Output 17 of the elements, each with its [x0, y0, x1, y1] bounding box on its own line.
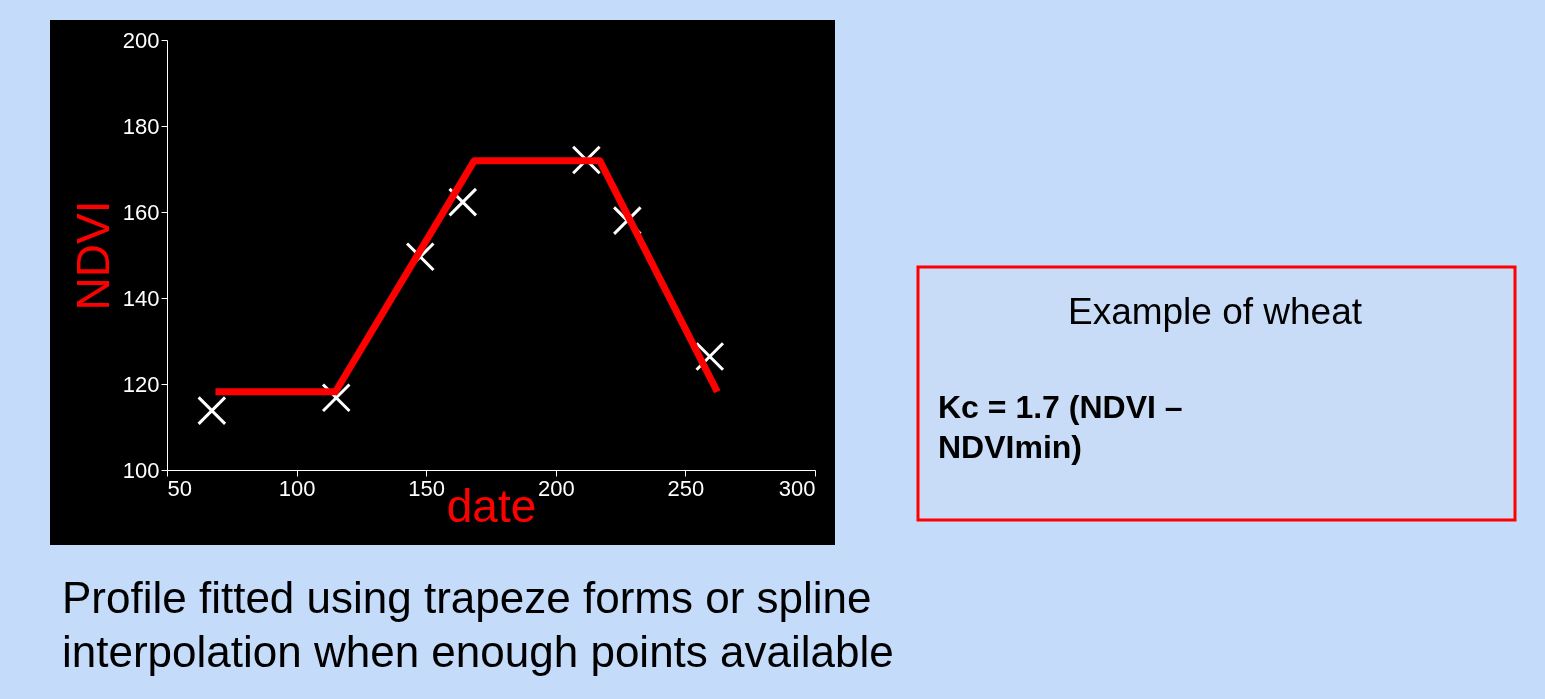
x-axis-title: date: [446, 479, 537, 532]
x-tick-label: 50: [167, 475, 192, 501]
x-tick-label: 200: [537, 475, 575, 501]
text: Kc = 1.7 (NDVI – NDVImin): [938, 389, 1183, 465]
y-tick-label: 200: [122, 27, 160, 53]
text: Example of wheat: [1067, 291, 1363, 332]
y-tick-label: 160: [122, 199, 160, 225]
y-axis-title: NDVI: [66, 200, 119, 311]
y-tick-label: 140: [122, 285, 160, 311]
y-tick-label: 120: [122, 371, 160, 397]
x-tick-label: 250: [667, 475, 705, 501]
x-tick-label: 100: [278, 475, 316, 501]
x-tick-label: 300: [778, 475, 816, 501]
text: Profile fitted using trapeze forms or spline interpolation when enough points available: [62, 573, 894, 676]
y-tick-label: 100: [122, 457, 160, 483]
x-tick-label: 150: [408, 475, 446, 501]
y-tick-label: 180: [122, 113, 160, 139]
